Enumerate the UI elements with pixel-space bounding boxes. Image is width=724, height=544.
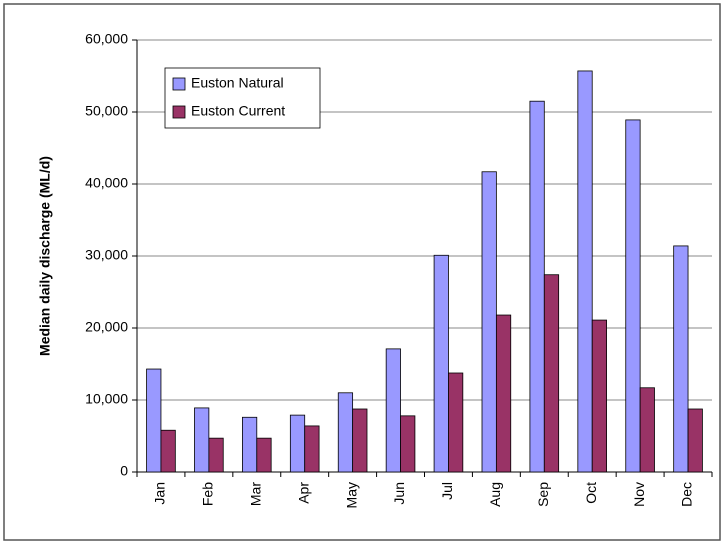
- x-tick-label: Jun: [391, 482, 407, 505]
- x-tick-label: Mar: [247, 482, 263, 506]
- bar: [448, 372, 464, 473]
- y-tick-label: 20,000: [85, 319, 128, 335]
- x-tick-label: Jul: [439, 482, 455, 500]
- bar: [256, 437, 272, 473]
- bar: [591, 319, 607, 473]
- legend-label: Euston Natural: [191, 75, 284, 91]
- y-tick-label: 30,000: [85, 247, 128, 263]
- x-tick-label: Oct: [583, 482, 599, 504]
- bar: [385, 348, 401, 473]
- bar: [400, 415, 416, 473]
- y-tick-label: 60,000: [85, 31, 128, 47]
- y-tick-label: 0: [120, 463, 128, 479]
- bar: [304, 425, 320, 473]
- bar: [194, 407, 210, 473]
- y-tick-label: 40,000: [85, 175, 128, 191]
- x-tick-label: May: [343, 482, 359, 508]
- y-axis-label: Median daily discharge (ML/d): [37, 156, 53, 356]
- bar: [577, 70, 593, 473]
- x-tick-label: Apr: [295, 482, 311, 504]
- legend-swatch: [172, 77, 186, 91]
- bar: [543, 274, 560, 473]
- y-tick-label: 10,000: [85, 391, 128, 407]
- bar: [495, 314, 512, 473]
- bar: [160, 429, 176, 473]
- x-tick-label: Dec: [679, 482, 695, 507]
- bar: [146, 368, 162, 473]
- bar: [625, 119, 641, 473]
- bar: [687, 408, 703, 473]
- bar: [639, 387, 655, 473]
- x-tick-label: Feb: [200, 482, 216, 506]
- bar: [242, 416, 258, 473]
- bar: [673, 245, 689, 473]
- legend-label: Euston Current: [191, 103, 285, 119]
- bar: [352, 408, 368, 473]
- y-tick-label: 50,000: [85, 103, 128, 119]
- bar: [529, 100, 545, 473]
- bar: [481, 171, 497, 473]
- x-tick-label: Nov: [631, 482, 647, 507]
- bar: [289, 414, 306, 473]
- x-tick-label: Aug: [487, 482, 503, 507]
- x-tick-label: Jan: [152, 482, 168, 505]
- bar: [337, 392, 354, 473]
- legend-swatch: [172, 105, 186, 119]
- x-tick-label: Sep: [535, 482, 551, 507]
- legend-box: [164, 67, 321, 129]
- bar: [208, 437, 224, 473]
- bar: [433, 254, 449, 473]
